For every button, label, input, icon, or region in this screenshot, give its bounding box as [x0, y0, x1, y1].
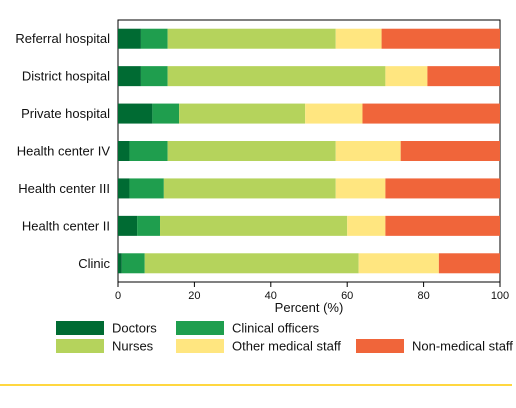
x-tick-label: 60: [341, 290, 353, 302]
legend-label-nurses: Nurses: [112, 339, 154, 354]
bar-health-center-ii-clinical-officers: [137, 215, 161, 236]
bar-health-center-iv-nurses: [167, 141, 336, 161]
bar-health-center-iii-nurses: [163, 178, 336, 199]
bar-referral-hospital-doctors: [118, 28, 141, 49]
y-tick-label: Referral hospital: [15, 31, 110, 46]
x-tick-label: 40: [265, 290, 277, 302]
bar-private-hospital-clinical-officers: [152, 103, 180, 124]
y-tick-label: Health center IV: [17, 144, 111, 159]
bar-health-center-ii-non-medical-staff: [385, 215, 500, 236]
x-tick-label: 100: [491, 290, 509, 302]
bar-health-center-ii-doctors: [118, 215, 138, 236]
bar-referral-hospital-clinical-officers: [140, 28, 168, 49]
bar-health-center-ii-nurses: [160, 215, 348, 236]
bar-clinic-nurses: [144, 253, 359, 274]
bar-referral-hospital-nurses: [167, 28, 336, 49]
bar-health-center-iii-clinical-officers: [129, 178, 164, 199]
bar-health-center-iv-other-medical-staff: [335, 141, 401, 161]
y-tick-label: Private hospital: [21, 106, 110, 121]
y-tick-label: District hospital: [22, 69, 110, 84]
bar-private-hospital-non-medical-staff: [362, 103, 500, 124]
bar-district-hospital-doctors: [118, 66, 141, 87]
bar-district-hospital-non-medical-staff: [427, 66, 500, 87]
bar-health-center-iv-doctors: [118, 141, 130, 161]
y-tick-label: Health center III: [18, 181, 110, 196]
x-tick-label: 20: [188, 290, 200, 302]
bar-district-hospital-other-medical-staff: [385, 66, 428, 87]
bar-health-center-iv-clinical-officers: [129, 141, 168, 161]
bar-private-hospital-nurses: [179, 103, 306, 124]
legend-swatch-doctors: [56, 321, 104, 335]
legend-swatch-nurses: [56, 339, 104, 353]
legend-swatch-other-medical-staff: [176, 339, 224, 353]
legend-swatch-clinical-officers: [176, 321, 224, 335]
bar-referral-hospital-non-medical-staff: [381, 28, 500, 49]
legend-label-clinical-officers: Clinical officers: [232, 321, 320, 336]
bar-health-center-iii-non-medical-staff: [385, 178, 500, 199]
bar-private-hospital-other-medical-staff: [305, 103, 363, 124]
bar-clinic-non-medical-staff: [438, 253, 500, 274]
bar-health-center-ii-other-medical-staff: [347, 215, 386, 236]
bar-health-center-iii-other-medical-staff: [335, 178, 386, 199]
legend-label-non-medical-staff: Non-medical staff: [412, 339, 513, 354]
x-tick-label: 0: [115, 290, 121, 302]
bar-clinic-doctors: [118, 253, 122, 274]
legend-label-doctors: Doctors: [112, 321, 157, 336]
bar-health-center-iii-doctors: [118, 178, 130, 199]
bar-private-hospital-doctors: [118, 103, 153, 124]
x-axis-label: Percent (%): [275, 300, 344, 315]
bar-clinic-clinical-officers: [121, 253, 145, 274]
y-tick-label: Clinic: [78, 256, 110, 271]
bottom-divider: [0, 384, 512, 386]
legend-swatch-non-medical-staff: [356, 339, 404, 353]
bar-referral-hospital-other-medical-staff: [335, 28, 382, 49]
x-tick-label: 80: [417, 290, 429, 302]
y-tick-label: Health center II: [22, 218, 110, 233]
bar-health-center-iv-non-medical-staff: [400, 141, 500, 161]
bar-clinic-other-medical-staff: [358, 253, 439, 274]
bar-district-hospital-clinical-officers: [140, 66, 168, 87]
legend-label-other-medical-staff: Other medical staff: [232, 339, 341, 354]
bar-district-hospital-nurses: [167, 66, 386, 87]
